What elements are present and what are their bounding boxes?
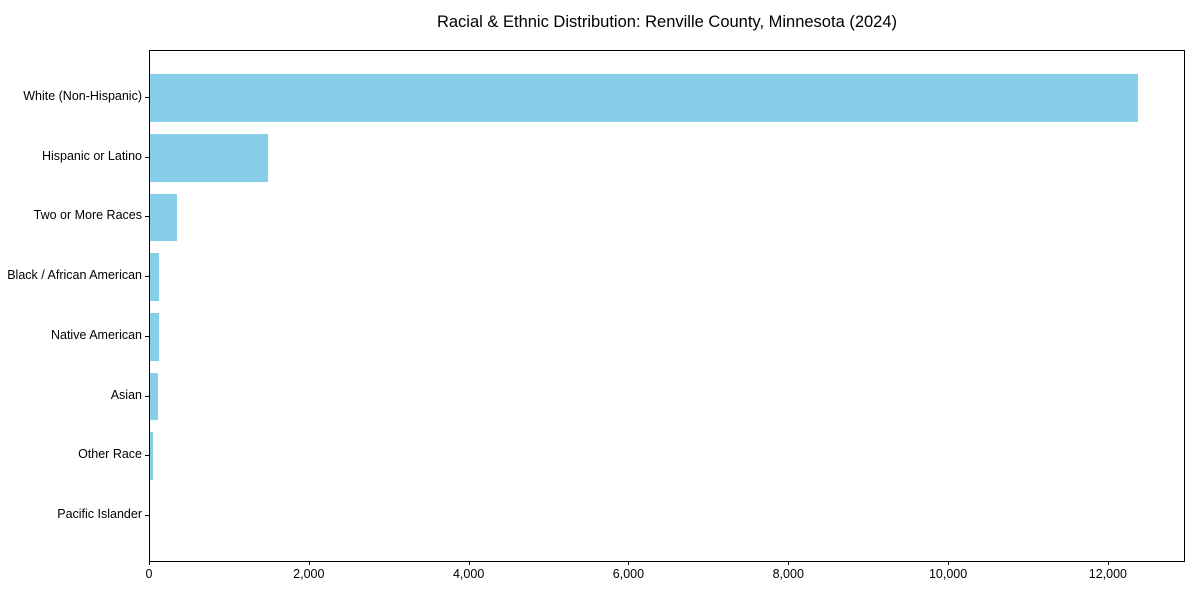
bar-hispanic-or-latino	[150, 133, 268, 182]
bar-asian	[150, 372, 158, 421]
bar-other-race	[150, 432, 153, 481]
y-label-hispanic-or-latino: Hispanic or Latino	[41, 148, 142, 163]
x-tick-0	[149, 561, 150, 565]
bar-black-african-american	[150, 253, 160, 302]
y-tick-two-or-more-races	[145, 216, 149, 218]
y-tick-hispanic-or-latino	[145, 156, 149, 158]
y-tick-pacific-islander	[145, 514, 149, 516]
y-label-native-american: Native American	[50, 327, 142, 342]
y-label-pacific-islander: Pacific Islander	[57, 506, 142, 521]
x-tick-label-6,000: 6,000	[612, 567, 645, 581]
y-label-white-non-hispanic: White (Non-Hispanic)	[23, 89, 142, 104]
chart-title: Racial & Ethnic Distribution: Renville C…	[436, 13, 898, 31]
y-label-black-african-american: Black / African American	[7, 268, 142, 283]
y-tick-asian	[145, 395, 149, 397]
plot-area	[149, 50, 1185, 562]
y-label-asian: Asian	[110, 387, 142, 402]
x-tick-6,000	[628, 561, 630, 565]
x-tick-8,000	[788, 561, 790, 565]
y-label-other-race: Other Race	[78, 447, 142, 462]
x-tick-label-0: 0	[145, 567, 153, 581]
x-tick-label-12,000: 12,000	[1088, 567, 1127, 581]
x-tick-label-2,000: 2,000	[293, 567, 325, 581]
y-tick-other-race	[145, 455, 149, 457]
y-label-two-or-more-races: Two or More Races	[33, 208, 142, 223]
y-tick-native-american	[145, 335, 149, 337]
x-tick-2,000	[308, 561, 310, 565]
x-tick-4,000	[468, 561, 470, 565]
bar-white-non-hispanic	[150, 74, 1138, 122]
bar-native-american	[150, 312, 159, 361]
x-tick-label-8,000: 8,000	[772, 567, 804, 581]
bar-two-or-more-races	[150, 193, 177, 242]
y-tick-black-african-american	[145, 276, 149, 278]
x-tick-label-4,000: 4,000	[452, 567, 485, 581]
x-tick-label-10,000: 10,000	[928, 567, 968, 581]
x-tick-10,000	[948, 561, 950, 565]
x-tick-12,000	[1107, 561, 1109, 565]
y-tick-white-non-hispanic	[145, 97, 149, 99]
